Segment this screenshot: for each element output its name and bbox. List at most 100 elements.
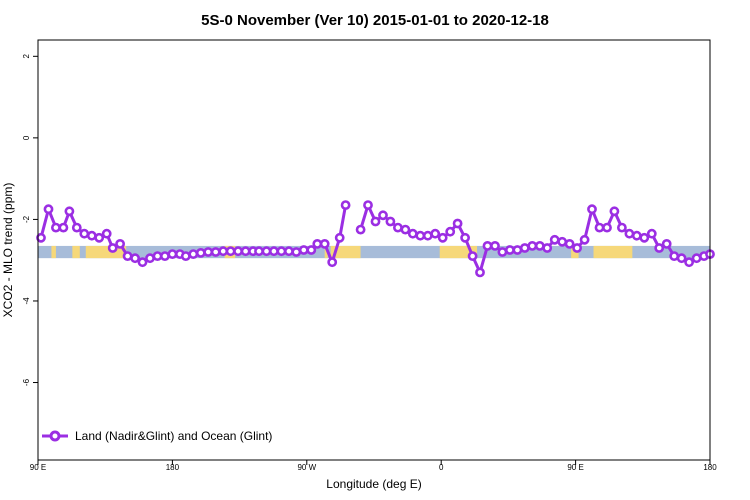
data-point <box>549 234 560 245</box>
data-point <box>268 246 279 257</box>
land-segment <box>593 245 633 259</box>
y-axis: 2 0 -2 -4 -6 <box>22 54 38 386</box>
land-segment <box>51 245 56 259</box>
data-point <box>415 230 426 241</box>
data-point <box>327 257 338 268</box>
data-point <box>115 238 125 249</box>
data-point <box>676 253 687 264</box>
data-point <box>79 228 90 239</box>
data-point <box>298 245 309 255</box>
data-point <box>631 230 642 241</box>
data-point <box>542 243 553 253</box>
data-point <box>319 238 330 249</box>
data-point <box>609 206 620 217</box>
data-point <box>617 222 627 233</box>
data-point <box>334 232 345 243</box>
series-layer <box>36 200 715 278</box>
data-point <box>497 247 508 257</box>
data-point <box>167 249 178 259</box>
land-segment <box>330 245 361 259</box>
plot-frame <box>37 39 711 461</box>
data-point <box>195 247 206 258</box>
data-point <box>291 247 302 257</box>
data-point <box>137 257 148 268</box>
data-point <box>460 232 470 243</box>
data-point <box>407 228 418 239</box>
x-axis-label: Longitude (deg E) <box>326 477 421 491</box>
data-point <box>51 222 61 233</box>
data-point <box>654 243 665 253</box>
data-point <box>445 226 456 237</box>
data-point <box>145 253 155 264</box>
x-tick-label: 180 <box>166 463 180 472</box>
data-point <box>71 222 82 233</box>
land-segment <box>439 245 478 259</box>
y-tick-label: -2 <box>22 215 31 223</box>
data-point <box>370 216 381 227</box>
data-point <box>564 238 575 249</box>
data-point <box>58 222 69 233</box>
data-point <box>512 245 523 255</box>
data-point <box>43 204 54 215</box>
data-point <box>452 218 463 229</box>
data-point <box>378 210 388 221</box>
y-tick-label: -4 <box>22 297 31 305</box>
data-point <box>624 228 635 239</box>
data-point <box>639 232 650 243</box>
y-tick-label: 0 <box>22 135 31 140</box>
data-point <box>340 200 351 210</box>
land-segment <box>72 245 80 259</box>
data-point <box>579 234 590 245</box>
y-tick-label: 2 <box>22 54 31 59</box>
data-point <box>392 222 403 233</box>
data-point <box>210 247 221 257</box>
x-axis: 90 E 180 90 W 0 90 E 180 <box>30 460 717 472</box>
legend-marker-swatch <box>49 430 61 442</box>
land-segment <box>324 245 328 259</box>
x-tick-label: 0 <box>439 463 444 472</box>
data-point <box>504 245 515 255</box>
data-point <box>101 228 112 239</box>
legend-label: Land (Nadir&Glint) and Ocean (Glint) <box>75 429 272 443</box>
x-tick-label: 90 E <box>30 463 46 472</box>
data-point <box>467 251 478 261</box>
legend: Land (Nadir&Glint) and Ocean (Glint) <box>42 429 272 443</box>
data-point <box>225 246 236 257</box>
data-point <box>188 249 199 259</box>
data-point <box>527 240 538 251</box>
x-tick-label: 90 E <box>567 463 583 472</box>
data-point <box>519 243 530 253</box>
y-tick-label: -6 <box>22 378 31 386</box>
data-point <box>306 245 317 255</box>
data-point <box>422 230 433 241</box>
data-point <box>646 228 657 239</box>
data-point <box>684 257 694 268</box>
data-point <box>587 204 597 215</box>
data-point <box>572 243 582 253</box>
data-point <box>94 232 105 243</box>
data-point <box>475 267 485 278</box>
data-point <box>437 232 448 243</box>
data-point <box>363 200 373 210</box>
chart-title: 5S-0 November (Ver 10) 2015-01-01 to 202… <box>201 12 549 29</box>
x-tick-label: 180 <box>703 463 717 472</box>
data-point <box>490 240 500 251</box>
data-point <box>430 228 441 239</box>
data-point <box>482 240 493 251</box>
data-point <box>385 216 396 227</box>
data-point <box>180 251 191 261</box>
data-point <box>355 224 366 235</box>
data-point <box>400 224 411 235</box>
data-point <box>122 251 133 261</box>
data-point <box>254 246 264 257</box>
x-tick-label: 90 W <box>297 463 316 472</box>
data-point <box>283 246 294 257</box>
data-point <box>276 246 287 257</box>
data-point <box>159 251 170 261</box>
data-point <box>36 232 46 243</box>
data-point <box>594 222 605 233</box>
data-point <box>602 222 612 233</box>
data-point <box>203 247 214 257</box>
data-point <box>130 253 140 264</box>
